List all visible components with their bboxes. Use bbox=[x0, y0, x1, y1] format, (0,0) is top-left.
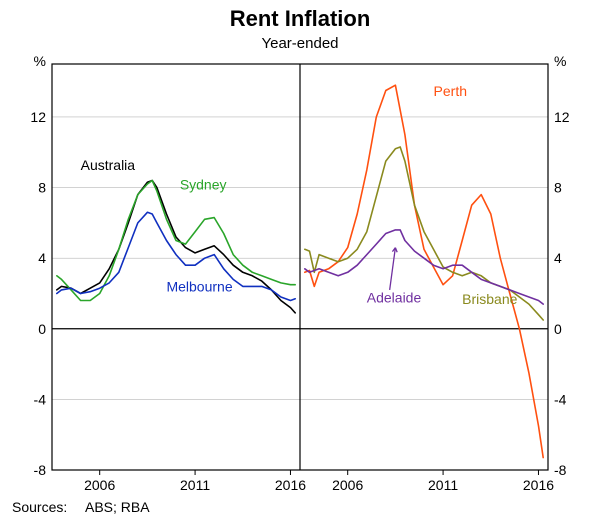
series-label-perth: Perth bbox=[434, 83, 467, 99]
x-tick-label: 2016 bbox=[523, 477, 554, 493]
y-tick-left: -8 bbox=[34, 462, 47, 478]
series-label-melbourne: Melbourne bbox=[166, 279, 232, 295]
y-tick-right: 8 bbox=[554, 180, 562, 196]
y-tick-left: 0 bbox=[38, 321, 46, 337]
x-tick-label: 2011 bbox=[428, 477, 458, 493]
source-label: Sources: bbox=[12, 499, 67, 515]
y-tick-right: 12 bbox=[554, 109, 570, 125]
y-tick-left: 8 bbox=[38, 180, 46, 196]
x-tick-label: 2006 bbox=[332, 477, 363, 493]
rent-inflation-chart: Rent Inflation Year-ended -8 -8 -4 -4 0 0 4 4 8 8 12… bbox=[0, 0, 600, 522]
series-label-adelaide: Adelaide bbox=[367, 289, 422, 305]
y-tick-right: -4 bbox=[554, 391, 567, 407]
series-perth bbox=[305, 85, 543, 457]
x-tick-label: 2016 bbox=[275, 477, 306, 493]
y-tick-left: -4 bbox=[34, 391, 47, 407]
series-label-australia: Australia bbox=[81, 157, 136, 173]
chart-subtitle: Year-ended bbox=[261, 35, 338, 52]
y-tick-right: 0 bbox=[554, 321, 562, 337]
series-label-brisbane: Brisbane bbox=[462, 291, 517, 307]
y-tick-right: 4 bbox=[554, 250, 562, 266]
series-label-sydney: Sydney bbox=[180, 176, 227, 192]
label-arrow bbox=[390, 248, 396, 290]
y-tick-right: -8 bbox=[554, 462, 567, 478]
x-tick-label: 2011 bbox=[180, 477, 210, 493]
chart-svg: Rent Inflation Year-ended -8 -8 -4 -4 0 0 4 4 8 8 12… bbox=[0, 0, 600, 522]
y-tick-left: 12 bbox=[30, 109, 46, 125]
x-tick-label: 2006 bbox=[84, 477, 115, 493]
y-unit-left: % bbox=[34, 53, 46, 69]
y-unit-right: % bbox=[554, 53, 566, 69]
source-text: ABS; RBA bbox=[85, 499, 150, 515]
y-tick-left: 4 bbox=[38, 250, 46, 266]
chart-title: Rent Inflation bbox=[230, 6, 371, 31]
